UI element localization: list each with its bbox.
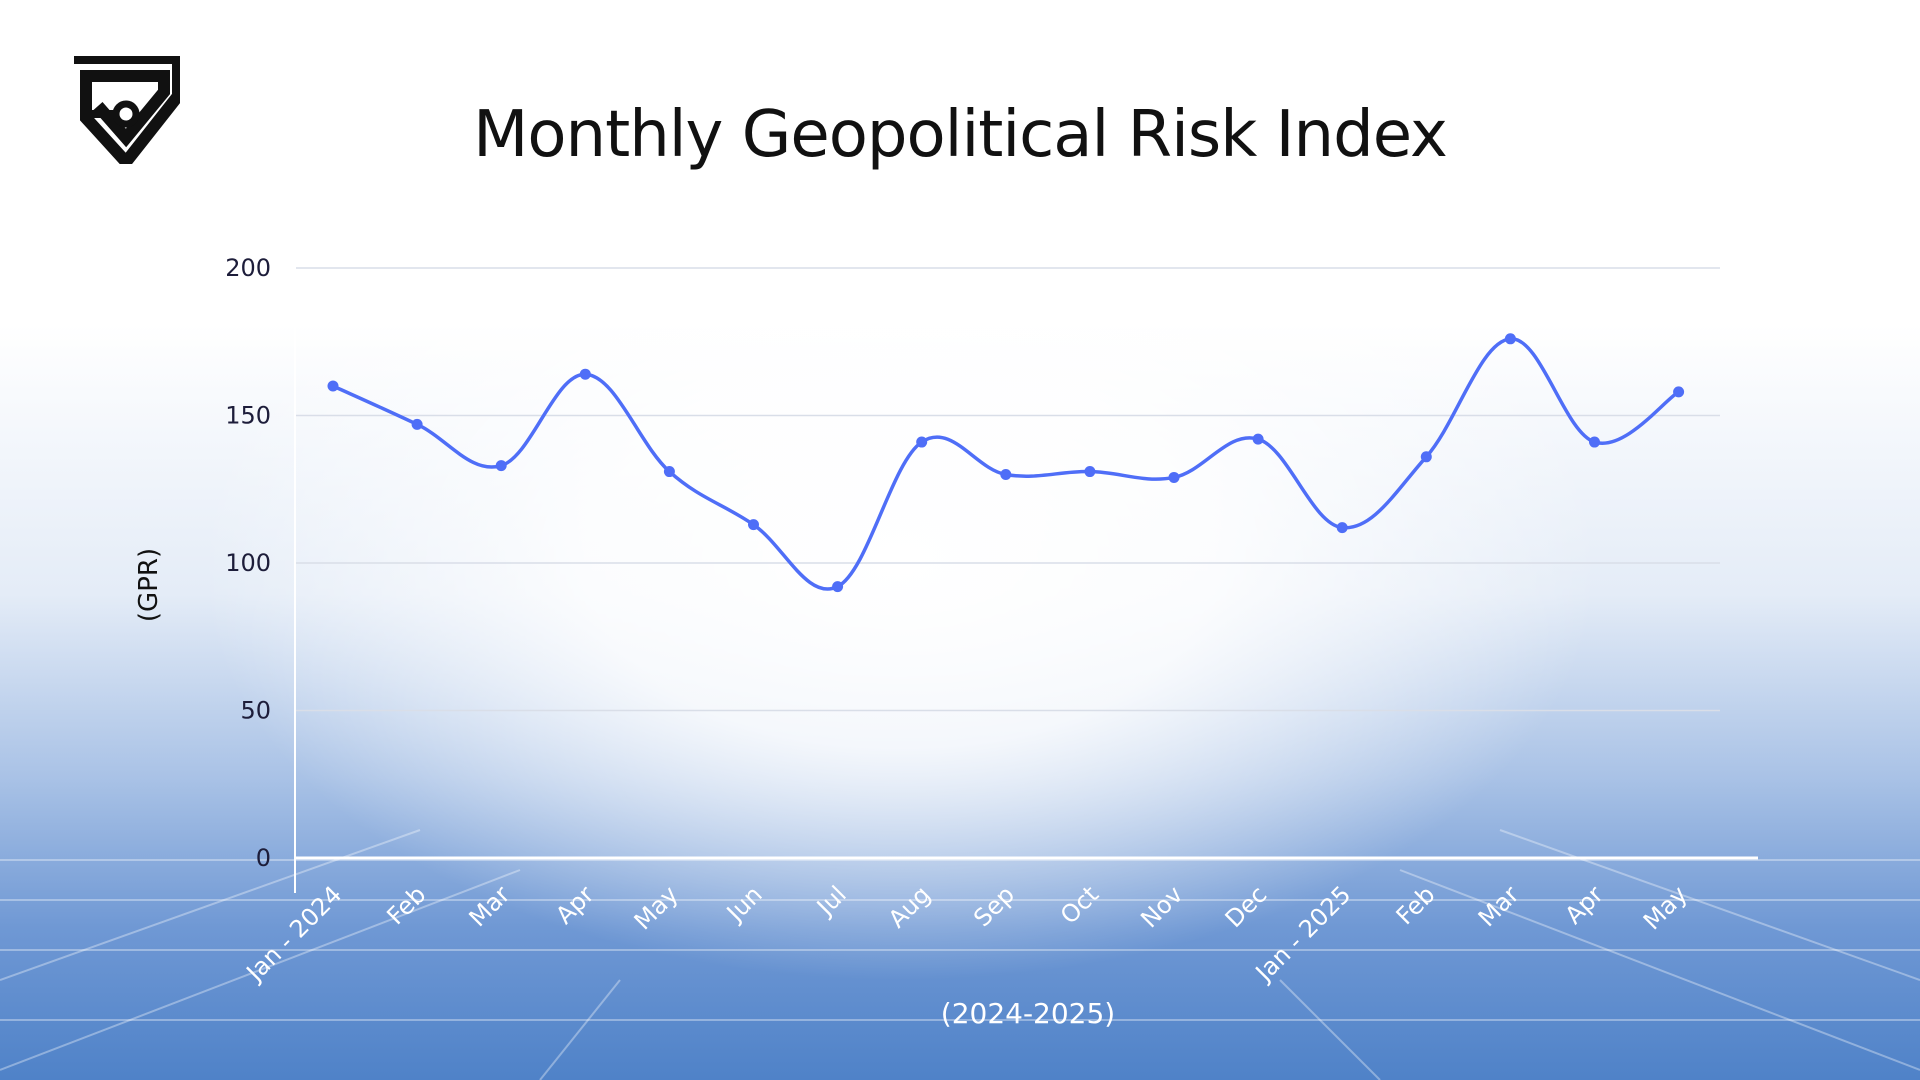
data-point bbox=[327, 380, 339, 392]
x-tick-label: Mar bbox=[464, 880, 516, 932]
data-point bbox=[916, 436, 928, 448]
data-point bbox=[495, 460, 507, 472]
x-tick-label: Jan - 2024 bbox=[240, 880, 347, 987]
data-line bbox=[332, 337, 1680, 591]
y-tick-label: 0 bbox=[256, 844, 271, 872]
x-tick-label: Apr bbox=[1560, 880, 1609, 929]
x-tick-label: Nov bbox=[1135, 880, 1188, 933]
x-tick-label: Mar bbox=[1473, 880, 1525, 932]
data-point bbox=[1336, 522, 1348, 534]
data-point bbox=[663, 466, 675, 478]
data-point bbox=[1000, 469, 1012, 480]
x-tick-label: Feb bbox=[381, 880, 431, 930]
y-tick-label: 100 bbox=[225, 549, 271, 577]
data-point bbox=[1504, 333, 1516, 345]
x-tick-label: Sep bbox=[968, 880, 1020, 932]
data-point bbox=[1589, 436, 1600, 448]
x-axis-label: (2024-2025) bbox=[941, 997, 1115, 1030]
x-tick-label: Feb bbox=[1391, 880, 1441, 930]
data-point bbox=[748, 519, 759, 531]
y-tick-label: 150 bbox=[225, 402, 271, 430]
data-point bbox=[1084, 466, 1096, 478]
y-tick-label: 200 bbox=[225, 254, 271, 282]
data-point bbox=[1252, 433, 1264, 445]
x-tick-label: Dec bbox=[1220, 880, 1273, 933]
data-point bbox=[411, 418, 423, 430]
x-tick-label: May bbox=[1638, 880, 1693, 935]
x-tick-label: May bbox=[629, 880, 684, 935]
y-axis-label: (GPR) bbox=[134, 548, 164, 622]
x-tick-label: Oct bbox=[1055, 880, 1104, 929]
x-tick-label: Apr bbox=[550, 880, 599, 929]
data-point bbox=[579, 368, 591, 380]
data-point bbox=[1168, 471, 1180, 483]
x-tick-label: Jul bbox=[810, 880, 852, 922]
data-point bbox=[1673, 386, 1685, 398]
data-point bbox=[832, 581, 844, 593]
brand-logo bbox=[74, 56, 180, 164]
y-tick-label: 50 bbox=[240, 697, 271, 725]
x-tick-label: Jun bbox=[720, 880, 768, 928]
x-tick-label: Aug bbox=[883, 880, 936, 933]
data-point bbox=[1420, 451, 1432, 463]
chart-title: Monthly Geopolitical Risk Index bbox=[473, 98, 1448, 172]
